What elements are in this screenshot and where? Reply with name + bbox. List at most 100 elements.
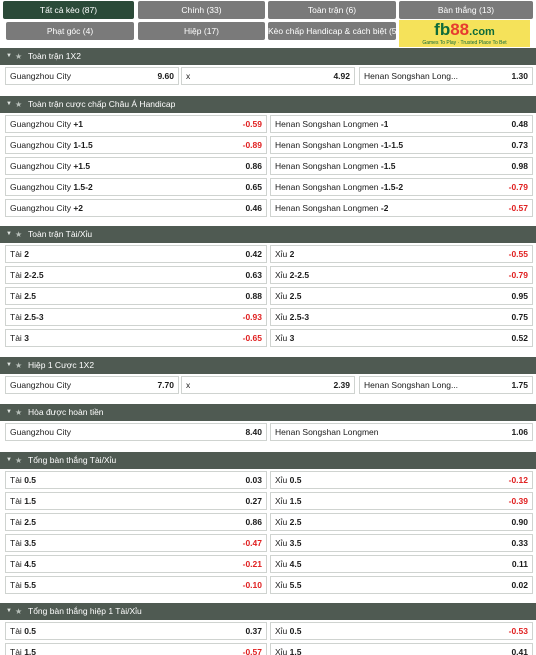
odds-button[interactable]: Guangzhou City +2 0.46 bbox=[5, 199, 267, 217]
section-title: Tổng bàn thắng Tài/Xỉu bbox=[28, 455, 117, 465]
odds-button[interactable]: Xỉu 2 -0.55 bbox=[270, 245, 533, 263]
odds-button[interactable]: Henan Songshan Longmen -1.5-2 -0.79 bbox=[270, 178, 533, 196]
handicap-line: -2 bbox=[380, 203, 389, 213]
odds-button[interactable]: Xỉu 3.5 0.33 bbox=[270, 534, 533, 552]
selection-name: Tài bbox=[10, 580, 22, 590]
odds-button[interactable]: Xỉu 2.5-3 0.75 bbox=[270, 308, 533, 326]
section-title: Toàn trận cược chấp Châu Á Handicap bbox=[28, 99, 176, 109]
favorite-star-icon[interactable]: ★ bbox=[15, 361, 23, 370]
odds-value: -0.79 bbox=[508, 182, 528, 192]
favorite-star-icon[interactable]: ★ bbox=[15, 230, 23, 239]
odds-button[interactable]: Henan Songshan Longmen -1.5 0.98 bbox=[270, 157, 533, 175]
collapse-chevron-icon[interactable]: ▼ bbox=[6, 101, 12, 107]
selection-label: Tài 2.5 bbox=[10, 288, 36, 304]
selection-name: Xỉu bbox=[275, 312, 288, 322]
odds-button[interactable]: Guangzhou City +1 -0.59 bbox=[5, 115, 267, 133]
odds-button[interactable]: Tài 2-2.5 0.63 bbox=[5, 266, 267, 284]
selection-name: Xỉu bbox=[275, 538, 288, 548]
section-header-first-half-total-goals[interactable]: ▼ ★ Tổng bàn thắng hiệp 1 Tài/Xỉu bbox=[0, 603, 536, 620]
selection-name: Xỉu bbox=[275, 475, 288, 485]
logo-domain: .com bbox=[469, 25, 495, 38]
odds-button[interactable]: Henan Songshan Longmen -1-1.5 0.73 bbox=[270, 136, 533, 154]
odds-button[interactable]: Guangzhou City 1.5-2 0.65 bbox=[5, 178, 267, 196]
odds-button[interactable]: Xỉu 0.5 -0.12 bbox=[270, 471, 533, 489]
collapse-chevron-icon[interactable]: ▼ bbox=[6, 457, 12, 463]
selection-name: Guangzhou City bbox=[10, 71, 71, 81]
selection-name: Henan Songshan Longmen bbox=[275, 119, 379, 129]
odds-button[interactable]: Xỉu 3 0.52 bbox=[270, 329, 533, 347]
tab-main[interactable]: Chính (33) bbox=[138, 1, 265, 19]
tab-all-markets[interactable]: Tất cả kèo (87) bbox=[3, 1, 134, 19]
section-header-over-under[interactable]: ▼ ★ Toàn trận Tài/Xỉu bbox=[0, 226, 536, 243]
odds-button[interactable]: Henan Songshan Longmen -2 -0.57 bbox=[270, 199, 533, 217]
selection-label: Xỉu 2.5-3 bbox=[275, 309, 309, 325]
section-title: Toàn trận 1X2 bbox=[28, 51, 81, 61]
favorite-star-icon[interactable]: ★ bbox=[15, 607, 23, 616]
tab-handicap-margin[interactable]: Kèo chấp Handicap & cách biệt (5) bbox=[268, 22, 396, 40]
handicap-line: +2 bbox=[73, 203, 84, 213]
odds-value: 0.42 bbox=[245, 249, 262, 259]
collapse-chevron-icon[interactable]: ▼ bbox=[6, 362, 12, 368]
odds-button[interactable]: Guangzhou City 9.60 bbox=[5, 67, 179, 85]
odds-button[interactable]: Tài 3.5 -0.47 bbox=[5, 534, 267, 552]
odds-button[interactable]: Xỉu 2.5 0.95 bbox=[270, 287, 533, 305]
odds-button[interactable]: Henan Songshan Long... 1.30 bbox=[359, 67, 533, 85]
odds-button[interactable]: Tài 0.5 0.03 bbox=[5, 471, 267, 489]
odds-button[interactable]: Tài 2 0.42 bbox=[5, 245, 267, 263]
odds-button[interactable]: Tài 1.5 -0.57 bbox=[5, 643, 267, 655]
odds-button[interactable]: Xỉu 4.5 0.11 bbox=[270, 555, 533, 573]
collapse-chevron-icon[interactable]: ▼ bbox=[6, 231, 12, 237]
collapse-chevron-icon[interactable]: ▼ bbox=[6, 608, 12, 614]
odds-button[interactable]: Guangzhou City 8.40 bbox=[5, 423, 267, 441]
favorite-star-icon[interactable]: ★ bbox=[15, 456, 23, 465]
favorite-star-icon[interactable]: ★ bbox=[15, 100, 23, 109]
odds-button[interactable]: Xỉu 1.5 0.41 bbox=[270, 643, 533, 655]
tab-goals[interactable]: Bàn thắng (13) bbox=[399, 1, 533, 19]
odds-button[interactable]: Guangzhou City 7.70 bbox=[5, 376, 179, 394]
odds-button[interactable]: Tài 2.5 0.88 bbox=[5, 287, 267, 305]
odds-button[interactable]: Xỉu 2.5 0.90 bbox=[270, 513, 533, 531]
section-header-total-goals-over-under[interactable]: ▼ ★ Tổng bàn thắng Tài/Xỉu bbox=[0, 452, 536, 469]
odds-button[interactable]: Tài 2.5 0.86 bbox=[5, 513, 267, 531]
tab-corners[interactable]: Phạt góc (4) bbox=[6, 22, 134, 40]
selection-label: Henan Songshan Longmen -1.5-2 bbox=[275, 179, 403, 195]
odds-button[interactable]: x 2.39 bbox=[181, 376, 355, 394]
odds-button[interactable]: Xỉu 5.5 0.02 bbox=[270, 576, 533, 594]
odds-button[interactable]: Tài 0.5 0.37 bbox=[5, 622, 267, 640]
collapse-chevron-icon[interactable]: ▼ bbox=[6, 409, 12, 415]
fb88-logo: fb88.com Games To Play · Trusted Place T… bbox=[399, 20, 530, 47]
favorite-star-icon[interactable]: ★ bbox=[15, 408, 23, 417]
odds-button[interactable]: Xỉu 1.5 -0.39 bbox=[270, 492, 533, 510]
odds-button[interactable]: Xỉu 2-2.5 -0.79 bbox=[270, 266, 533, 284]
tab-half[interactable]: Hiệp (17) bbox=[138, 22, 265, 40]
odds-button[interactable]: Guangzhou City +1.5 0.86 bbox=[5, 157, 267, 175]
section-header-asian-handicap[interactable]: ▼ ★ Toàn trận cược chấp Châu Á Handicap bbox=[0, 96, 536, 113]
selection-name: Henan Songshan Long... bbox=[364, 71, 459, 81]
section-header-first-half-1x2[interactable]: ▼ ★ Hiệp 1 Cược 1X2 bbox=[0, 357, 536, 374]
odds-button[interactable]: Xỉu 0.5 -0.53 bbox=[270, 622, 533, 640]
odds-value: -0.93 bbox=[242, 312, 262, 322]
odds-button[interactable]: Tài 3 -0.65 bbox=[5, 329, 267, 347]
collapse-chevron-icon[interactable]: ▼ bbox=[6, 53, 12, 59]
odds-button[interactable]: Henan Songshan Longmen 1.06 bbox=[270, 423, 533, 441]
odds-value: -0.39 bbox=[508, 496, 528, 506]
odds-button[interactable]: x 4.92 bbox=[181, 67, 355, 85]
odds-value: -0.65 bbox=[242, 333, 262, 343]
selection-label: Guangzhou City +1 bbox=[10, 116, 83, 132]
favorite-star-icon[interactable]: ★ bbox=[15, 52, 23, 61]
odds-button[interactable]: Tài 5.5 -0.10 bbox=[5, 576, 267, 594]
tab-full-time[interactable]: Toàn trận (6) bbox=[268, 1, 396, 19]
odds-button[interactable]: Tài 4.5 -0.21 bbox=[5, 555, 267, 573]
selection-name: Guangzhou City bbox=[10, 161, 71, 171]
odds-button[interactable]: Tài 2.5-3 -0.93 bbox=[5, 308, 267, 326]
handicap-line: 3 bbox=[289, 333, 295, 343]
odds-button[interactable]: Henan Songshan Longmen -1 0.48 bbox=[270, 115, 533, 133]
section-header-draw-no-bet[interactable]: ▼ ★ Hòa được hoàn tiền bbox=[0, 404, 536, 421]
odds-value: 0.11 bbox=[511, 559, 528, 569]
selection-label: Xỉu 3 bbox=[275, 330, 294, 346]
odds-button[interactable]: Henan Songshan Long... 1.75 bbox=[359, 376, 533, 394]
odds-button[interactable]: Guangzhou City 1-1.5 -0.89 bbox=[5, 136, 267, 154]
section-header-full-time-1x2[interactable]: ▼ ★ Toàn trận 1X2 bbox=[0, 48, 536, 65]
odds-button[interactable]: Tài 1.5 0.27 bbox=[5, 492, 267, 510]
odds-value: 0.46 bbox=[245, 203, 262, 213]
